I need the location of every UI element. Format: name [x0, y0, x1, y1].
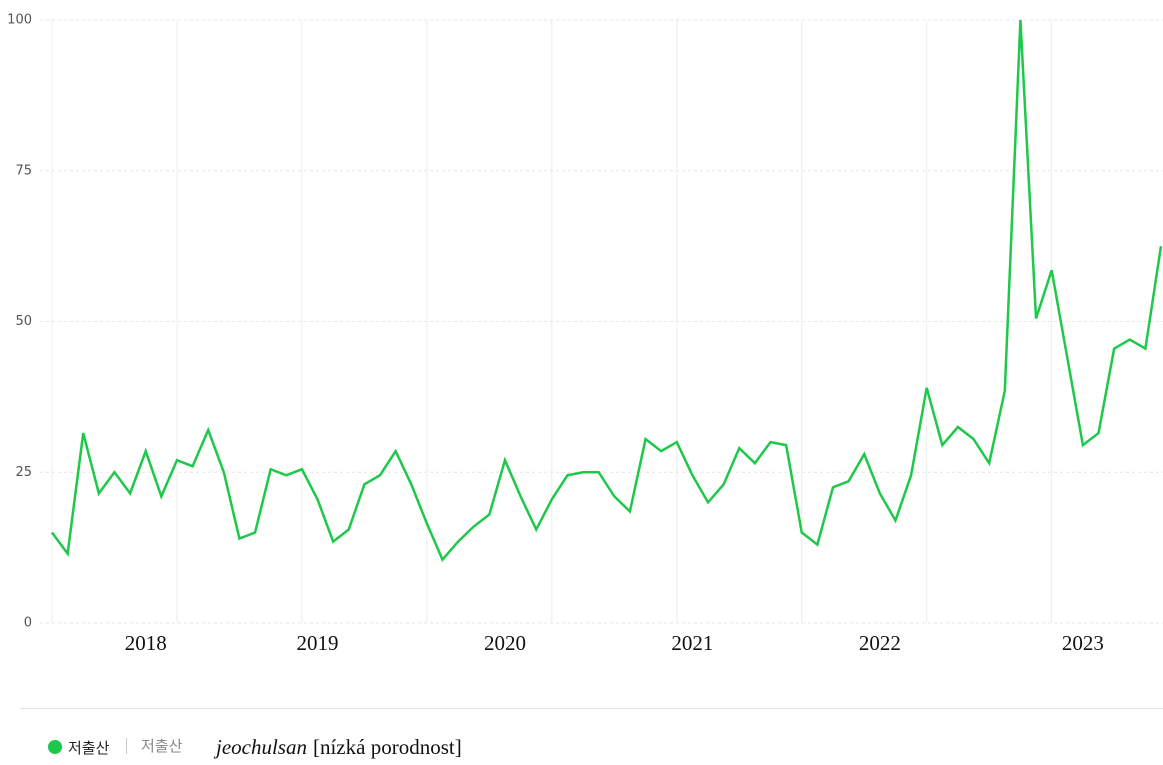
x-tick-label: 2019 — [297, 631, 339, 655]
y-tick-label: 0 — [24, 616, 32, 631]
legend-entry[interactable]: 저출산 — [68, 739, 110, 757]
y-tick-label: 100 — [7, 13, 32, 28]
x-tick-label: 2023 — [1062, 631, 1104, 655]
x-tick-label: 2022 — [859, 631, 901, 655]
y-tick-label: 25 — [15, 465, 32, 480]
x-tick-label: 2021 — [671, 631, 713, 655]
legend-sub: 저출산 — [126, 738, 182, 754]
legend: 저출산 저출산 jeochulsan [nízká porodnost] — [20, 708, 1163, 765]
y-tick-label: 50 — [15, 314, 32, 329]
y-tick-label: 75 — [15, 163, 32, 178]
x-tick-label: 2018 — [125, 631, 167, 655]
legend-note: jeochulsan [nízká porodnost] — [216, 735, 462, 760]
term: jeochulsan — [216, 735, 307, 759]
x-tick-label: 2020 — [484, 631, 526, 655]
translation: [nízká porodnost] — [312, 735, 462, 759]
series-line — [50, 19, 1163, 563]
chart: 0 25 50 75 100 2018 2019 2020 2021 2022 2023 — [7, 13, 1163, 655]
legend-marker — [48, 740, 62, 754]
